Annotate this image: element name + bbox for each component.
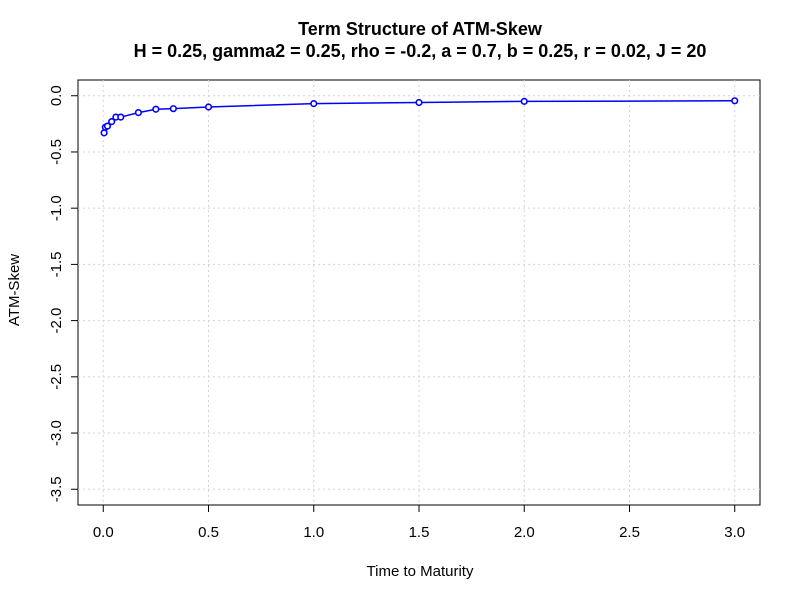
x-tick-label: 0.5 [198, 524, 219, 541]
y-axis-label: ATM-Skew [6, 254, 23, 326]
data-point [520, 97, 528, 105]
data-point [100, 129, 108, 137]
y-tick-label: -3.0 [48, 420, 65, 446]
data-point [108, 118, 116, 126]
data-point [204, 103, 213, 111]
x-tick-label: 1.0 [303, 524, 324, 541]
data-point [103, 122, 112, 130]
y-tick-label: -2.5 [48, 364, 65, 390]
data-point [152, 105, 160, 113]
x-tick-label: 2.0 [514, 524, 535, 541]
x-tick-label: 0.0 [93, 524, 114, 541]
y-tick-label: 0.0 [48, 85, 65, 106]
data-point [134, 109, 143, 117]
y-tick-label: -2.0 [48, 308, 65, 334]
data-point [169, 105, 177, 113]
chart-subtitle: H = 0.25, gamma2 = 0.25, rho = -0.2, a =… [134, 41, 707, 61]
data-point [117, 113, 125, 121]
x-axis-label: Time to Maturity [367, 563, 474, 580]
x-tick-label: 2.5 [619, 524, 640, 541]
data-point [415, 98, 423, 107]
x-tick-label: 3.0 [724, 524, 745, 541]
chart-title: Term Structure of ATM-Skew [298, 19, 543, 39]
y-tick-label: -0.5 [48, 139, 65, 165]
y-tick-label: -1.0 [48, 195, 65, 221]
x-tick-label: 1.5 [409, 524, 430, 541]
data-point [731, 97, 739, 105]
y-tick-label: -1.5 [48, 251, 65, 277]
data-point [310, 100, 318, 108]
y-tick-label: -3.5 [48, 476, 65, 502]
